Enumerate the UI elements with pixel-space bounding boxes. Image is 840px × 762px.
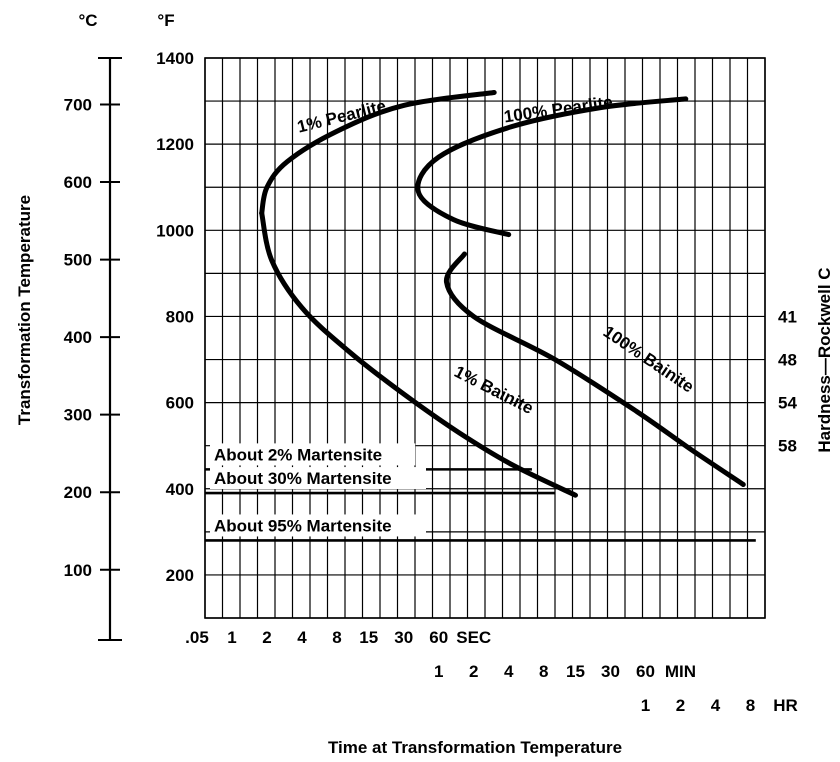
hardness-tick-label: 58 — [778, 437, 797, 456]
fahrenheit-unit-label: °F — [157, 11, 174, 30]
y-tick-label-celsius: 600 — [64, 173, 92, 192]
chart-labels: 1400120010008006004002007006005004003002… — [64, 49, 798, 715]
x-time-unit-label: MIN — [665, 662, 696, 681]
curve-label: 100% Pearlite — [503, 92, 614, 126]
x-tick-label: 15 — [359, 628, 378, 647]
y-tick-label-fahrenheit: 1400 — [156, 49, 194, 68]
hardness-tick-label: 54 — [778, 394, 797, 413]
y-tick-label-celsius: 500 — [64, 251, 92, 270]
x-tick-label: 8 — [746, 696, 755, 715]
transformation-curves — [205, 90, 756, 542]
x-time-unit-label: HR — [773, 696, 798, 715]
x-tick-label: 2 — [262, 628, 271, 647]
x-tick-label: 2 — [676, 696, 685, 715]
martensite-label: About 30% Martensite — [214, 469, 392, 488]
x-tick-label: .05 — [185, 628, 209, 647]
x-tick-label: 8 — [332, 628, 341, 647]
martensite-label: About 95% Martensite — [214, 516, 392, 535]
x-tick-label: 4 — [504, 662, 514, 681]
curve-100-bainite — [443, 251, 746, 487]
y-axis-title-left: Transformation Temperature — [15, 195, 34, 425]
y-axis-title-right: Hardness—Rockwell C — [815, 267, 834, 452]
martensite-label-background — [210, 467, 426, 490]
hardness-tick-label: 41 — [778, 307, 797, 326]
x-tick-label: 60 — [636, 662, 655, 681]
x-tick-label: 30 — [394, 628, 413, 647]
martensite-label: About 2% Martensite — [214, 445, 382, 464]
x-tick-label: 1 — [434, 662, 443, 681]
y-tick-label-fahrenheit: 1200 — [156, 135, 194, 154]
plot-frame — [204, 57, 766, 619]
y-tick-label-celsius: 700 — [64, 96, 92, 115]
x-tick-label: 15 — [566, 662, 585, 681]
x-time-unit-label: SEC — [456, 628, 491, 647]
y-tick-label-fahrenheit: 200 — [166, 566, 194, 585]
y-tick-label-fahrenheit: 400 — [166, 480, 194, 499]
curve-label: 1% Bainite — [451, 362, 536, 418]
x-tick-label: 8 — [539, 662, 548, 681]
x-tick-label: 60 — [429, 628, 448, 647]
y-tick-label-fahrenheit: 1000 — [156, 221, 194, 240]
chart-grid — [98, 57, 766, 641]
martensite-label-background — [210, 443, 416, 466]
curve-100-pearlite — [415, 96, 689, 238]
y-tick-label-celsius: 100 — [64, 561, 92, 580]
martensite-label-background — [210, 514, 426, 537]
y-tick-label-celsius: 400 — [64, 328, 92, 347]
x-tick-label: 2 — [469, 662, 478, 681]
x-tick-label: 1 — [227, 628, 236, 647]
y-tick-label-celsius: 300 — [64, 406, 92, 425]
curve-1-bainite — [259, 210, 578, 498]
x-tick-label: 30 — [601, 662, 620, 681]
y-tick-label-fahrenheit: 800 — [166, 307, 194, 326]
hardness-tick-label: 48 — [778, 351, 797, 370]
y-tick-label-fahrenheit: 600 — [166, 394, 194, 413]
curve-1-pearlite — [259, 90, 497, 216]
x-axis-title: Time at Transformation Temperature — [328, 738, 622, 757]
celsius-unit-label: °C — [78, 11, 97, 30]
x-tick-label: 1 — [641, 696, 650, 715]
x-tick-label: 4 — [711, 696, 721, 715]
x-tick-label: 4 — [297, 628, 307, 647]
y-tick-label-celsius: 200 — [64, 483, 92, 502]
